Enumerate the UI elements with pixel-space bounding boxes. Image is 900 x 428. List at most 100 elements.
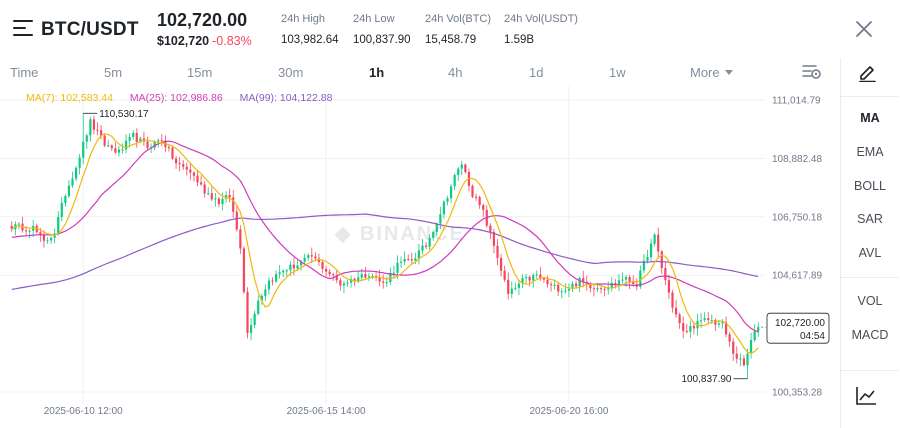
candle-body [92, 119, 96, 130]
candle-body [385, 282, 388, 284]
candle-body [42, 234, 46, 241]
candle-body [196, 175, 199, 183]
candle-body [571, 283, 574, 290]
tab-5m[interactable]: 5m [104, 65, 123, 80]
candle-body [214, 198, 217, 200]
candle-body [632, 282, 635, 285]
candle-body [328, 271, 331, 275]
indicator-ema[interactable]: EMA [856, 145, 884, 159]
indicator-ma[interactable]: MA [860, 111, 880, 125]
candle-body [742, 358, 746, 366]
candle-body [210, 193, 213, 200]
candle-body [728, 334, 731, 342]
candle-body [299, 261, 303, 266]
candle-body [135, 132, 138, 142]
candle-body [24, 230, 28, 232]
tab-4h[interactable]: 4h [448, 65, 463, 80]
candle-body [346, 282, 349, 284]
menu-icon[interactable] [13, 20, 35, 38]
candle-body [721, 322, 724, 324]
divider [841, 370, 899, 371]
indicator-macd[interactable]: MACD [851, 328, 889, 342]
pair-title[interactable]: BTC/USDT [41, 19, 139, 40]
close-icon[interactable] [855, 20, 873, 38]
tab-1d[interactable]: 1d [529, 65, 544, 80]
candle-body [474, 196, 478, 198]
candle-body [499, 257, 503, 271]
candle-body [124, 140, 128, 150]
price-scale-label: 108,882.48 [772, 154, 822, 165]
candle-body [117, 149, 121, 153]
candle-body [224, 194, 228, 199]
candle-body [321, 262, 324, 269]
candle-body [360, 274, 363, 278]
candle-body [532, 275, 535, 281]
stat-label: 24h High [281, 13, 326, 25]
time-axis-label: 2025-06-20 16:00 [529, 406, 608, 417]
draw-pen-icon[interactable] [857, 62, 877, 82]
tab-1h[interactable]: 1h [369, 65, 385, 80]
last-price: 102,720.00 [157, 10, 248, 30]
candle-body [657, 234, 660, 252]
candle-body [446, 198, 449, 202]
candle-body [146, 141, 149, 148]
chart-trend-icon[interactable] [855, 386, 877, 406]
price-scale-label: 100,353.28 [772, 388, 822, 399]
candle-body [67, 185, 71, 197]
candle-body [457, 168, 460, 176]
candle-body [453, 175, 456, 187]
indicator-vol[interactable]: VOL [857, 294, 883, 308]
candle-body [667, 280, 671, 293]
candle-body [78, 157, 81, 168]
candle-body [335, 274, 338, 281]
candle-body [603, 289, 606, 291]
candle-body [189, 169, 192, 173]
candle-body [46, 240, 49, 242]
more-label: More [690, 65, 720, 80]
candle-body [610, 282, 613, 289]
stat-value: 1.59B [504, 34, 535, 46]
tab-time[interactable]: Time [10, 65, 39, 80]
candle-body [74, 167, 78, 179]
candle-body [642, 260, 646, 271]
candle-body [674, 307, 678, 315]
usd-price-row: $102,720 -0.83% [157, 34, 252, 48]
candle-body [689, 326, 692, 332]
candle-body [553, 284, 556, 286]
candle-body [396, 262, 399, 273]
candle-body [57, 217, 60, 234]
tab-30m[interactable]: 30m [278, 65, 304, 80]
tab-1w[interactable]: 1w [609, 65, 626, 80]
candle-body [574, 283, 578, 287]
candle-body [435, 223, 438, 233]
candle-body [264, 289, 267, 296]
candle-body [510, 288, 513, 294]
indicator-boll[interactable]: BOLL [854, 179, 886, 193]
indicator-avl[interactable]: AVL [858, 246, 882, 260]
candle-body [521, 278, 524, 284]
candlestick-chart[interactable]: ◆ BINANCE 110,530.17 100,837.90 111,014.79 1… [0, 86, 840, 428]
candle-body [314, 256, 317, 259]
candle-body [478, 197, 481, 206]
candle-body [410, 259, 413, 261]
candle-body [392, 272, 396, 274]
high-marker-label: 110,530.17 [99, 109, 149, 120]
candle-body [417, 250, 421, 259]
tab-15m[interactable]: 15m [187, 65, 213, 80]
candle-body [353, 278, 356, 282]
candle-body [507, 279, 510, 294]
candle-body [82, 141, 85, 158]
candle-body [549, 284, 553, 286]
stat-label: 24h Low [353, 13, 395, 25]
candle-body [735, 353, 738, 359]
stat-24h-vol-usdt: 24h Vol(USDT) 1.59B [504, 13, 578, 46]
candle-body [707, 318, 710, 321]
tab-more[interactable]: More [690, 65, 733, 80]
candle-body [132, 132, 135, 137]
indicator-sar[interactable]: SAR [857, 212, 883, 226]
candle-body [621, 279, 624, 281]
candle-body [514, 287, 517, 289]
candle-body [89, 119, 92, 136]
candle-body [171, 147, 174, 159]
chart-settings-icon[interactable] [802, 64, 822, 80]
